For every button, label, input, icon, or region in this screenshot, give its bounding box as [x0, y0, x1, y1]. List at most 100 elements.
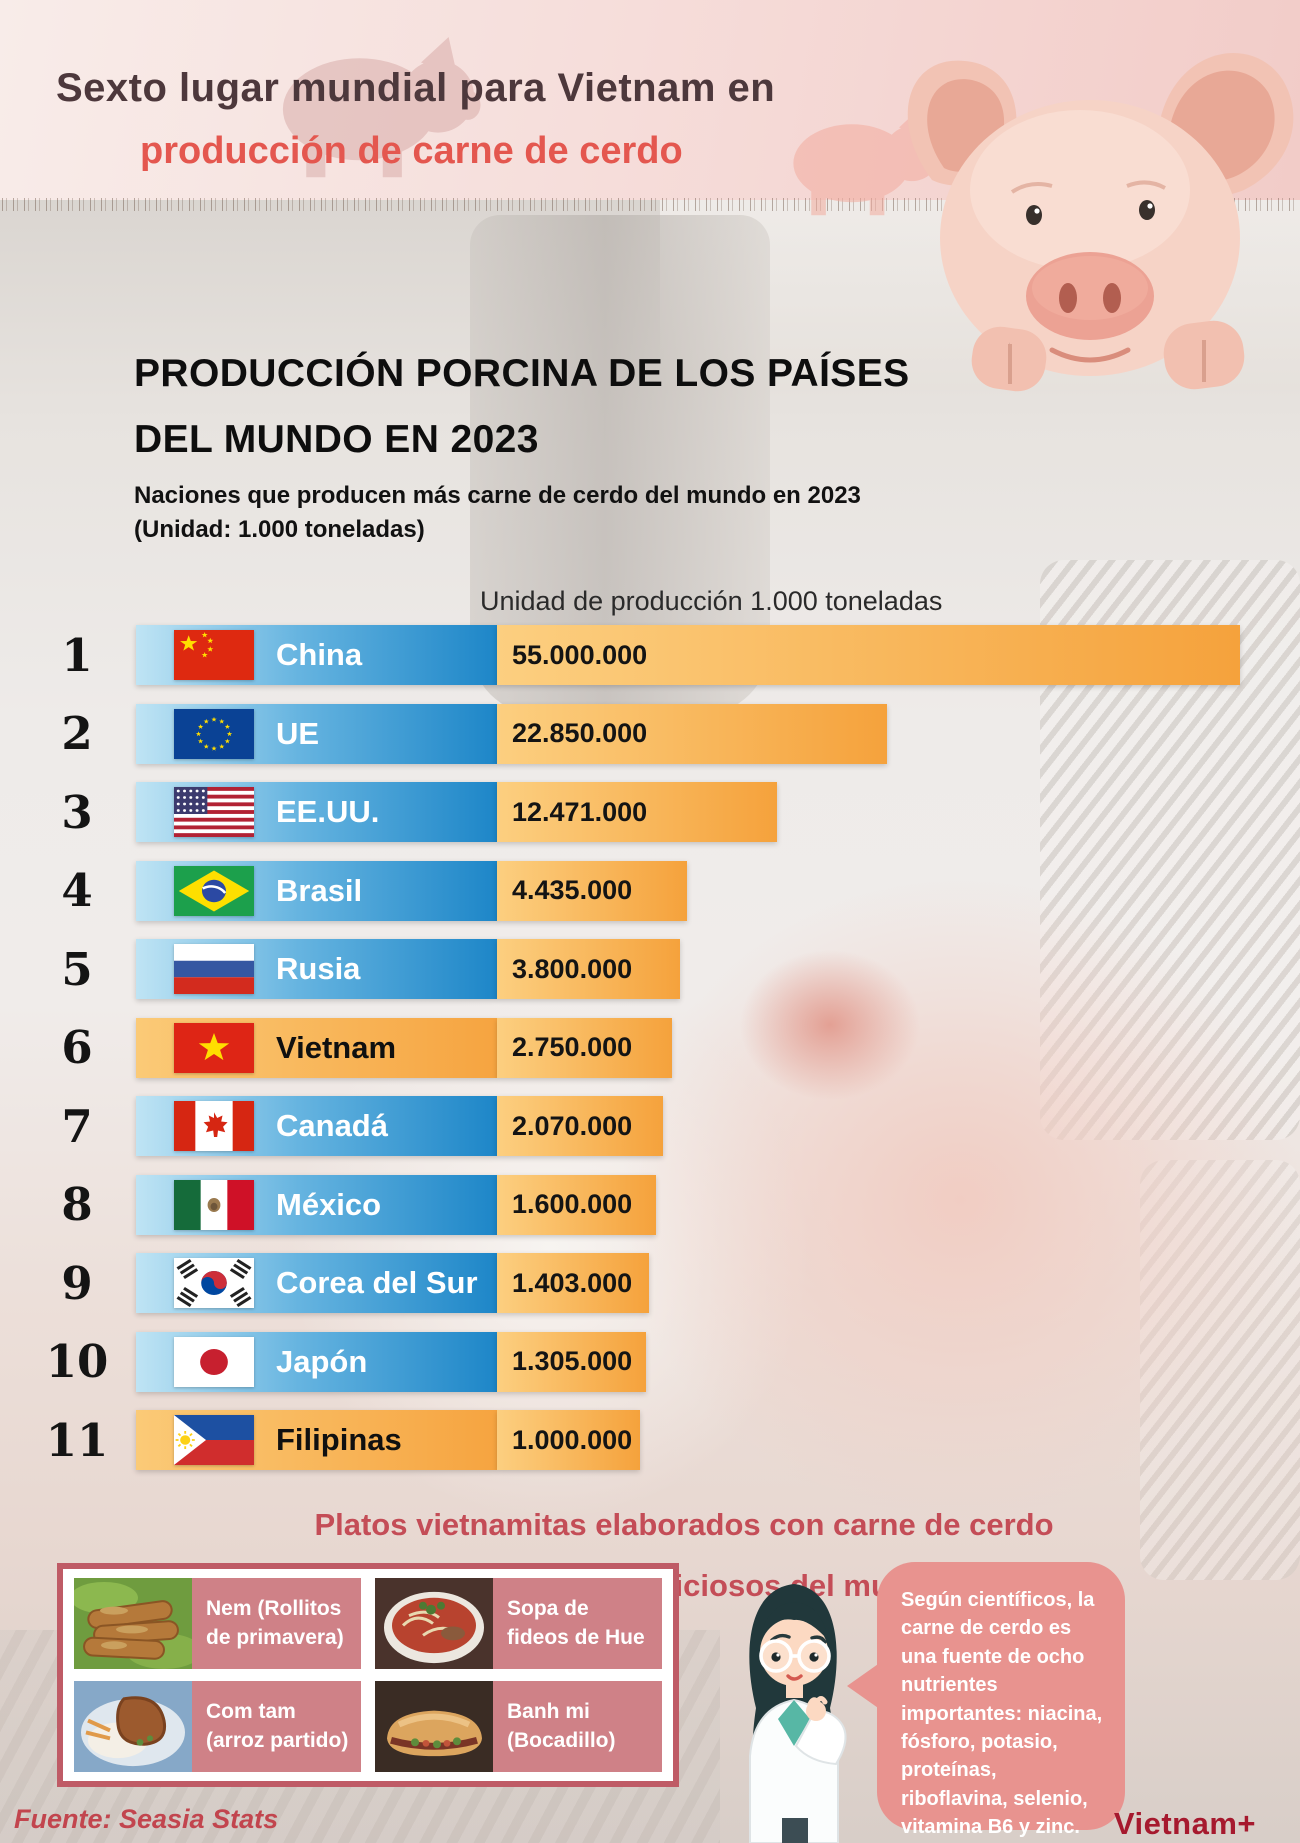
source-credit: Fuente: Seasia Stats — [14, 1804, 279, 1834]
rank-number: 8 — [61, 1178, 93, 1231]
philippines-flag-icon — [174, 1415, 254, 1465]
country-label-bar: Corea del Sur — [136, 1253, 497, 1313]
country-label-bar: Vietnam — [136, 1017, 497, 1078]
dish-card-label: Sopa de fideos de Hue — [507, 1597, 645, 1649]
usa-flag-icon — [174, 787, 254, 837]
rank-number: 4 — [61, 864, 93, 917]
japan-flag-icon — [174, 1336, 254, 1387]
chart-row-filipinas: 11 Filipinas 1.000.000 — [0, 1410, 1300, 1470]
production-value: 55.000.000 — [512, 639, 648, 670]
production-value: 2.070.000 — [512, 1110, 633, 1141]
canada-flag-icon — [174, 1101, 254, 1151]
value-bar: 3.800.000 — [497, 939, 680, 999]
country-name: Corea del Sur — [276, 1265, 478, 1300]
country-name: China — [276, 637, 363, 672]
south-korea-flag-icon — [174, 1258, 254, 1308]
dish-card-comtam: Com tam (arroz partido) — [74, 1681, 361, 1772]
rank-number: 7 — [61, 1099, 93, 1153]
rank-number: 10 — [45, 1335, 109, 1388]
production-value: 1.000.000 — [512, 1424, 633, 1455]
chart-unit-label: Unidad de producción 1.000 toneladas — [480, 586, 943, 616]
country-name: Canadá — [276, 1108, 388, 1143]
country-label-bar: Rusia — [136, 939, 497, 999]
fact-speech-bubble: Según científicos, la carne de cerdo es … — [847, 1562, 1125, 1838]
value-bar: 1.305.000 — [497, 1331, 646, 1392]
chart-row-brasil: 4 Brasil 4.435.000 — [0, 860, 1300, 921]
rank-number: 6 — [61, 1021, 93, 1074]
speech-bubble-tail-icon — [847, 1662, 881, 1710]
rank-number: 3 — [61, 785, 93, 839]
dish-card-nem: Nem (Rollitos de primavera) — [74, 1578, 361, 1669]
chart-row-china: 1 China 55.000.000 — [0, 625, 1300, 685]
production-value: 1.600.000 — [512, 1189, 633, 1219]
scientist-character — [749, 1584, 847, 1843]
rank-number: 2 — [61, 707, 93, 760]
country-label-bar: China — [136, 625, 497, 685]
country-label-bar: Brasil — [136, 860, 497, 921]
com-tam-broken-rice-photo — [74, 1681, 192, 1772]
section-subtitle-line1: Naciones que producen más carne de cerdo… — [134, 482, 861, 509]
dishes-box: Nem (Rollitos de primavera) Sopa de fide… — [57, 1563, 679, 1787]
eu-flag-icon — [174, 708, 254, 759]
value-bar: 1.403.000 — [497, 1253, 649, 1313]
nem-spring-rolls-photo — [74, 1578, 192, 1669]
banh-mi-sandwich-photo — [375, 1681, 493, 1772]
chart-row-jap-n: 10 Japón 1.305.000 — [0, 1331, 1300, 1392]
production-value: 2.750.000 — [512, 1032, 633, 1062]
country-name: Vietnam — [276, 1029, 397, 1065]
value-bar: 55.000.000 — [497, 625, 1240, 685]
hue-noodle-soup-photo — [375, 1578, 493, 1669]
section-title-line2: DEL MUNDO EN 2023 — [134, 418, 539, 461]
value-bar: 2.070.000 — [497, 1096, 663, 1156]
chart-row-rusia: 5 Rusia 3.800.000 — [0, 939, 1300, 999]
value-bar: 1.600.000 — [497, 1174, 656, 1235]
value-bar: 12.471.000 — [497, 782, 777, 842]
chart-row-m-xico: 8 México 1.600.000 — [0, 1174, 1300, 1235]
country-name: Rusia — [276, 951, 361, 986]
dish-card-label: Banh mi (Bocadillo) — [507, 1700, 616, 1752]
vietnamplus-logo: Vietnam+ — [1113, 1806, 1256, 1841]
country-name: Filipinas — [276, 1422, 402, 1457]
country-label-bar: EE.UU. — [136, 782, 497, 842]
piglet-photo — [907, 52, 1294, 392]
country-label-bar: Filipinas — [136, 1410, 497, 1470]
china-flag-icon — [174, 630, 254, 680]
production-value: 1.305.000 — [512, 1346, 633, 1376]
dish-card-label: Com tam (arroz partido) — [206, 1700, 349, 1752]
vietnam-flag-icon — [174, 1022, 254, 1073]
main-title-line1: Sexto lugar mundial para Vietnam en — [56, 66, 776, 110]
country-name: UE — [276, 715, 320, 751]
chart-row-ee-uu-: 3 EE.UU. 12.471.000 — [0, 782, 1300, 842]
mexico-flag-icon — [174, 1179, 254, 1230]
section-subtitle-line2: (Unidad: 1.000 toneladas) — [134, 516, 425, 543]
chart-row-corea-del-sur: 9 Corea del Sur 1.403.000 — [0, 1253, 1300, 1313]
rank-number: 1 — [61, 628, 93, 682]
value-bar: 2.750.000 — [497, 1017, 672, 1078]
production-value: 1.403.000 — [512, 1267, 633, 1298]
value-bar: 4.435.000 — [497, 860, 687, 921]
country-name: EE.UU. — [276, 794, 380, 829]
dish-card-sopa: Sopa de fideos de Hue — [375, 1578, 662, 1669]
rank-number: 11 — [45, 1413, 109, 1467]
production-value: 22.850.000 — [512, 718, 648, 748]
production-value: 3.800.000 — [512, 953, 633, 984]
russia-flag-icon — [174, 944, 254, 994]
rank-number: 5 — [61, 942, 93, 996]
chart-row-ue: 2 UE 22.850.000 — [0, 703, 1300, 764]
country-name: Brasil — [276, 872, 363, 908]
country-label-bar: Japón — [136, 1331, 497, 1392]
chart-row-vietnam: 6 Vietnam 2.750.000 — [0, 1017, 1300, 1078]
production-value: 4.435.000 — [512, 875, 633, 905]
dishes-heading-line1: Platos vietnamitas elaborados con carne … — [314, 1507, 1054, 1542]
value-bar: 1.000.000 — [497, 1410, 640, 1470]
country-name: Japón — [276, 1343, 368, 1379]
production-value: 12.471.000 — [512, 796, 648, 827]
main-title-line2: producción de carne de cerdo — [140, 130, 683, 172]
value-bar: 22.850.000 — [497, 703, 887, 764]
dish-card-label: Nem (Rollitos de primavera) — [206, 1597, 344, 1649]
rank-number: 9 — [61, 1256, 93, 1310]
fact-text: Según científicos, la carne de cerdo es … — [901, 1589, 1103, 1839]
country-label-bar: UE — [136, 703, 497, 764]
chart-row-canad-: 7 Canadá 2.070.000 — [0, 1096, 1300, 1156]
